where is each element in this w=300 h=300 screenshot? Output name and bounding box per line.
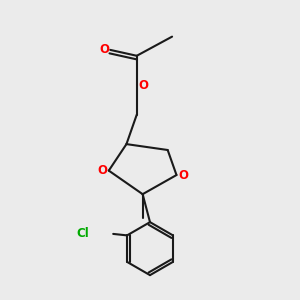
Text: O: O [138, 79, 148, 92]
Text: Cl: Cl [76, 227, 89, 240]
Text: O: O [99, 44, 110, 56]
Text: O: O [97, 164, 107, 177]
Text: O: O [178, 169, 188, 182]
